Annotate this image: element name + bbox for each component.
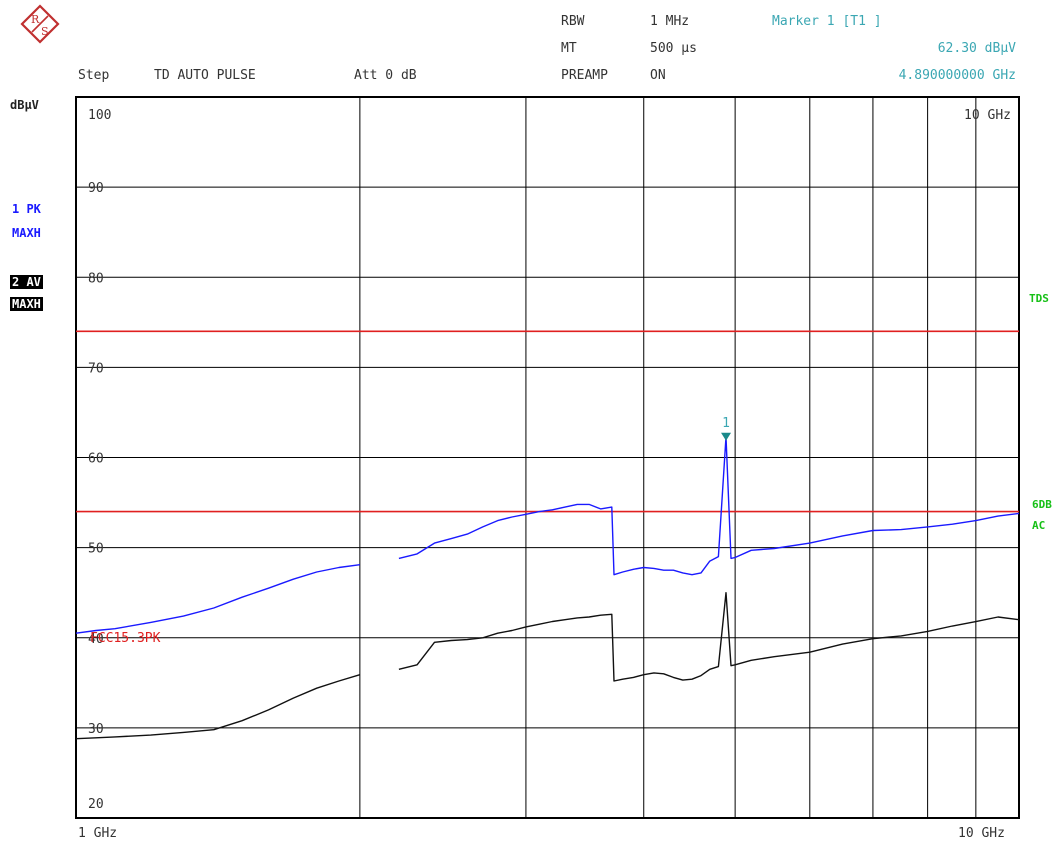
preamp-label: PREAMP (561, 68, 608, 83)
trace-1 (75, 436, 1020, 634)
unit-label: dBµV (10, 98, 39, 112)
mt-value: 500 µs (650, 41, 697, 56)
step-label: Step (78, 68, 110, 83)
trace2-detector: 2 AV (10, 275, 43, 289)
y-tick-label: 20 (88, 797, 104, 812)
preamp-value: ON (650, 68, 666, 83)
rbw-label: RBW (561, 14, 585, 29)
trace2-mode: MAXH (10, 297, 43, 311)
6db-indicator: 6DB (1032, 498, 1052, 511)
x-top-right-label: 10 GHz (964, 108, 1011, 123)
y-tick-label: 100 (88, 108, 111, 123)
rbw-value: 1 MHz (650, 14, 690, 29)
y-tick-label: 30 (88, 722, 104, 737)
marker-frequency: 4.890000000 GHz (898, 68, 1016, 83)
y-tick-label: 70 (88, 361, 104, 376)
y-tick-label: 60 (88, 452, 104, 467)
mt-label: MT (561, 41, 577, 56)
svg-text:S: S (41, 25, 49, 38)
marker-level: 62.30 dBµV (937, 41, 1016, 56)
y-tick-label: 90 (88, 181, 104, 196)
ac-indicator: AC (1032, 519, 1046, 532)
marker-triangle (721, 432, 732, 441)
rs-logo-icon: R S (20, 4, 60, 44)
y-tick-label: 40 (88, 632, 104, 647)
trace1-detector: 1 PK (12, 202, 41, 216)
trace1-mode: MAXH (12, 226, 41, 240)
x-stop-label: 10 GHz (958, 826, 1005, 841)
attenuation-label: Att 0 dB (354, 68, 417, 83)
mode-label: TD AUTO PULSE (154, 68, 256, 83)
y-tick-label: 50 (88, 542, 104, 557)
x-start-label: 1 GHz (78, 826, 118, 841)
svg-text:R: R (31, 13, 40, 26)
y-tick-label: 80 (88, 271, 104, 286)
limit-line-label: FCC15.3PK (90, 631, 161, 646)
tds-indicator: TDS (1029, 292, 1049, 305)
trace-2 (75, 592, 1020, 740)
marker-title: Marker 1 [T1 ] (772, 14, 882, 29)
marker-label: 1 (722, 416, 730, 431)
